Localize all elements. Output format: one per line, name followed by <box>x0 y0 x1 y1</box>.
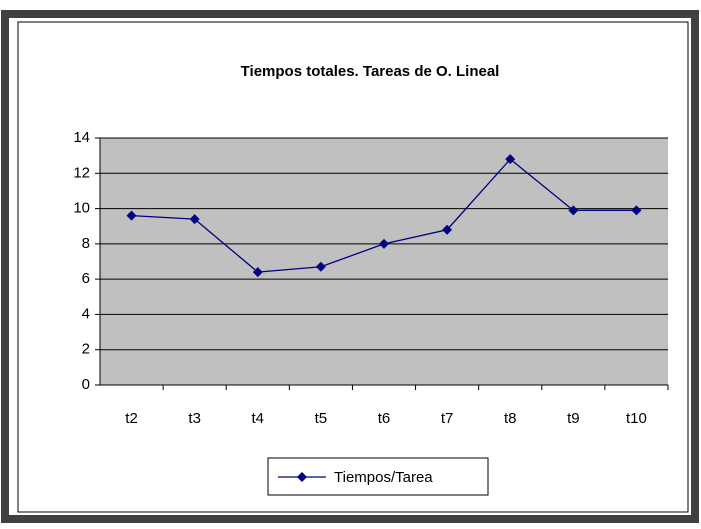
data-point <box>252 267 263 278</box>
x-tick-label: t5 <box>315 410 328 427</box>
window-frame <box>1 10 699 523</box>
data-point <box>631 205 642 216</box>
chart-title: Tiempos totales. Tareas de O. Lineal <box>241 63 500 80</box>
data-point <box>315 261 326 272</box>
x-tick-label: t8 <box>504 410 517 427</box>
plot-area <box>100 138 668 385</box>
x-tick-label: t6 <box>378 410 391 427</box>
y-tick-label: 12 <box>73 164 90 181</box>
y-tick-label: 8 <box>82 235 90 252</box>
x-tick-label: t3 <box>188 410 201 427</box>
y-tick-label: 10 <box>73 200 90 217</box>
x-tick-label: t2 <box>125 410 138 427</box>
y-tick-label: 6 <box>82 270 90 287</box>
data-point <box>568 205 579 216</box>
x-tick-label: t4 <box>252 410 265 427</box>
y-tick-label: 2 <box>82 341 90 358</box>
legend-marker <box>297 472 307 482</box>
data-point <box>189 214 200 225</box>
data-point <box>442 224 453 235</box>
x-tick-label: t7 <box>441 410 454 427</box>
y-tick-label: 4 <box>82 305 90 322</box>
data-point <box>379 238 389 249</box>
x-tick-label: t9 <box>567 410 580 427</box>
data-point <box>126 210 137 221</box>
y-tick-label: 14 <box>73 129 90 146</box>
y-tick-label: 0 <box>82 376 90 393</box>
legend-label: Tiempos/Tarea <box>334 469 433 486</box>
x-tick-label: t10 <box>626 410 647 427</box>
data-point <box>505 154 516 165</box>
